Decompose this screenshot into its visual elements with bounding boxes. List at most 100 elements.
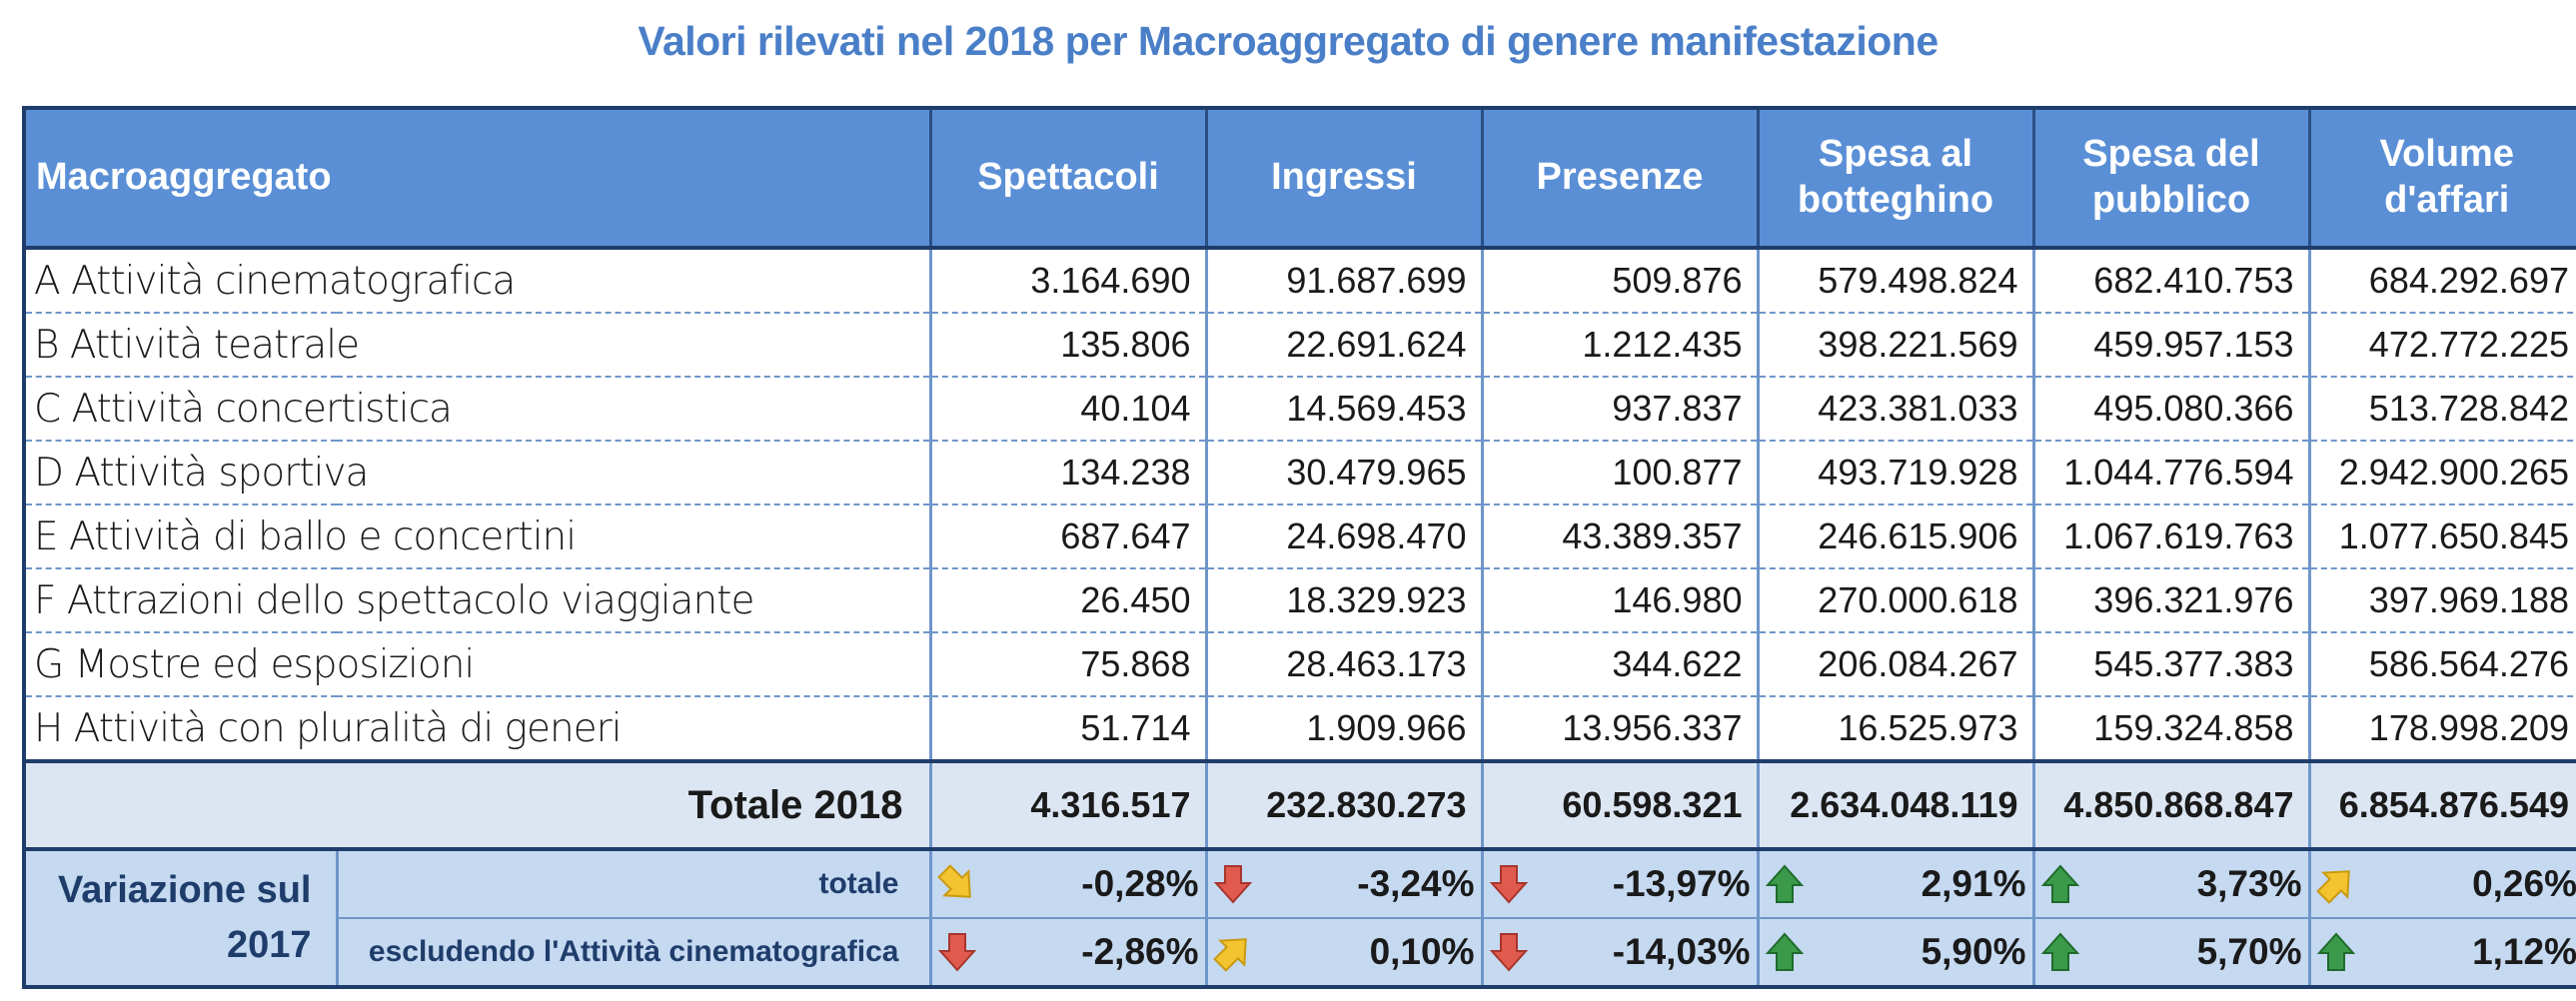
variation-value: -0,28% [1081, 863, 1199, 904]
table-cell: 13.956.337 [1480, 696, 1760, 762]
variation-cell-content: 1,12% [2315, 931, 2576, 973]
total-cell: 6.854.876.549 [2307, 759, 2576, 851]
variation-cell: -0,28% [928, 849, 1208, 919]
variation-value: -14,03% [1612, 931, 1751, 972]
table-cell: 682.410.753 [2031, 248, 2311, 314]
arrow-down-icon [1488, 863, 1530, 905]
arrow-up-icon [1764, 863, 1806, 905]
table-row: D Attività sportiva 134.238 30.479.965 100.… [22, 441, 2576, 505]
table-cell: 135.806 [928, 313, 1208, 378]
table-row: H Attività con pluralità di generi 51.714… [22, 696, 2576, 762]
row-label: E Attività di ballo e concertini [22, 504, 932, 569]
variation-cell-content: -3,24% [1212, 863, 1475, 905]
arrow-down-icon [1212, 863, 1254, 905]
table-row: B Attività teatrale 135.806 22.691.624 1.21… [22, 313, 2576, 378]
arrow-up-icon [2039, 863, 2081, 905]
variation-value: 0,10% [1369, 931, 1475, 972]
header-macroaggregato: Macroaggregato [22, 106, 932, 250]
table-cell: 495.080.366 [2031, 377, 2311, 442]
row-label: G Mostre ed esposizioni [22, 632, 932, 697]
table-cell: 14.569.453 [1204, 377, 1484, 442]
variation-row: Variazione sul 2017 totale -0,28% -3,24% -13… [22, 849, 2576, 989]
table-row: C Attività concertistica 40.104 14.569.453… [22, 377, 2576, 442]
table-cell: 513.728.842 [2307, 377, 2576, 442]
table-cell: 24.698.470 [1204, 504, 1484, 569]
table-cell: 1.067.619.763 [2031, 504, 2311, 569]
variation-cell: -3,24% [1204, 849, 1484, 919]
table-cell: 16.525.973 [1756, 696, 2035, 762]
variation-cell: -2,86% [928, 918, 1208, 989]
table-cell: 51.714 [928, 696, 1208, 762]
variation-cell: -14,03% [1480, 918, 1760, 989]
variation-cell: 0,26% [2307, 849, 2576, 919]
table-cell: 493.719.928 [1756, 441, 2035, 505]
variation-value: 3,73% [2196, 863, 2302, 904]
table-row: F Attrazioni dello spettacolo viaggiante… [22, 568, 2576, 633]
variation-value: 5,70% [2196, 931, 2302, 972]
arrow-up-icon [2039, 931, 2081, 973]
table-cell: 134.238 [928, 441, 1208, 505]
table-cell: 579.498.824 [1756, 248, 2035, 314]
arrow-up-right-icon [2315, 863, 2357, 905]
table-cell: 3.164.690 [928, 248, 1208, 314]
table-cell: 1.044.776.594 [2031, 441, 2311, 505]
table-cell: 43.389.357 [1480, 504, 1760, 569]
table-cell: 40.104 [928, 377, 1208, 442]
header-spesa-botteghino: Spesa al botteghino [1756, 106, 2035, 250]
table-cell: 687.647 [928, 504, 1208, 569]
table-cell: 545.377.383 [2031, 632, 2311, 697]
table-cell: 1.909.966 [1204, 696, 1484, 762]
arrow-up-icon [1764, 931, 1806, 973]
variation-cell-content: -2,86% [936, 931, 1199, 973]
table-cell: 28.463.173 [1204, 632, 1484, 697]
table-cell: 396.321.976 [2031, 568, 2311, 633]
table-cell: 178.998.209 [2307, 696, 2576, 762]
table-cell: 1.077.650.845 [2307, 504, 2576, 569]
total-cell: 60.598.321 [1480, 759, 1760, 851]
variation-row: escludendo l'Attività cinematografica -2,… [24, 918, 2576, 989]
variation-cell-content: 2,91% [1764, 863, 2026, 905]
variation-value: 5,90% [1921, 931, 2026, 972]
variation-cell: -13,97% [1480, 849, 1760, 919]
row-label: D Attività sportiva [22, 441, 932, 505]
arrow-down-icon [936, 931, 978, 973]
table-row: G Mostre ed esposizioni 75.868 28.463.173 3… [22, 632, 2576, 697]
table-row: A Attività cinematografica 3.164.690 91.68… [22, 248, 2576, 314]
variation-value: -2,86% [1081, 931, 1199, 972]
variation-value: 1,12% [2472, 931, 2576, 972]
data-table: Macroaggregato Spettacoli Ingressi Prese… [22, 106, 2576, 989]
variation-cell: 5,70% [2031, 918, 2311, 989]
table-cell: 586.564.276 [2307, 632, 2576, 697]
table-cell: 684.292.697 [2307, 248, 2576, 314]
table-cell: 937.837 [1480, 377, 1760, 442]
row-label: F Attrazioni dello spettacolo viaggiante [22, 568, 932, 633]
total-label: Totale 2018 [22, 759, 932, 851]
table-cell: 26.450 [928, 568, 1208, 633]
variation-label: Variazione sul 2017 [22, 849, 339, 989]
variation-cell-content: -14,03% [1488, 931, 1751, 973]
variation-cell-content: -13,97% [1488, 863, 1751, 905]
header-row: Macroaggregato Spettacoli Ingressi Prese… [22, 106, 2576, 250]
table-cell: 206.084.267 [1756, 632, 2035, 697]
table-cell: 18.329.923 [1204, 568, 1484, 633]
table-cell: 146.980 [1480, 568, 1760, 633]
variation-value: 0,26% [2472, 863, 2576, 904]
total-cell: 2.634.048.119 [1756, 759, 2035, 851]
table-cell: 75.868 [928, 632, 1208, 697]
variation-cell-content: 0,10% [1212, 931, 1475, 973]
variation-cell-content: -0,28% [936, 863, 1199, 905]
table-cell: 2.942.900.265 [2307, 441, 2576, 505]
table-cell: 22.691.624 [1204, 313, 1484, 378]
table-cell: 472.772.225 [2307, 313, 2576, 378]
arrow-up-right-icon [1212, 931, 1254, 973]
table-cell: 100.877 [1480, 441, 1760, 505]
header-ingressi: Ingressi [1204, 106, 1484, 250]
table-cell: 270.000.618 [1756, 568, 2035, 633]
table-cell: 459.957.153 [2031, 313, 2311, 378]
table-cell: 344.622 [1480, 632, 1760, 697]
total-cell: 232.830.273 [1204, 759, 1484, 851]
table-cell: 246.615.906 [1756, 504, 2035, 569]
row-label: A Attività cinematografica [22, 248, 932, 314]
variation-cell: 2,91% [1756, 849, 2035, 919]
table-cell: 423.381.033 [1756, 377, 2035, 442]
